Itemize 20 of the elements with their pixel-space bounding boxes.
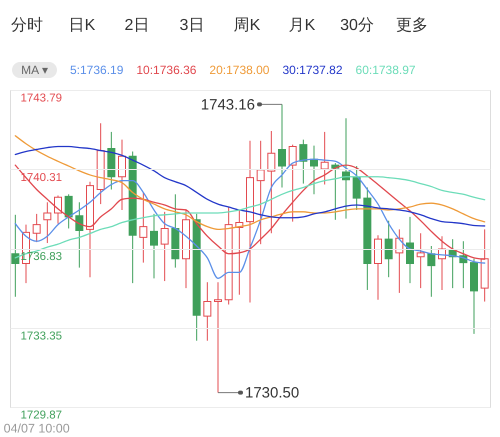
text: 分时 (11, 16, 43, 34)
x-tick-label: 04/07 10:00 (4, 422, 70, 436)
text: 3日 (180, 17, 204, 34)
annotation: 1730.50 (245, 384, 300, 402)
legend-title: MA ▾ (21, 63, 48, 77)
text: 30分 (340, 17, 374, 34)
y-tick-label: 1733.35 (20, 330, 62, 342)
y-tick-label: 1743.79 (20, 92, 62, 104)
y-tick-label: 1729.87 (20, 410, 62, 422)
text: 5:1736.19 (70, 63, 124, 77)
text: 日K (68, 17, 96, 34)
text: 月K (288, 17, 316, 34)
text: 20:1738.00 (209, 63, 270, 77)
text: 60:1738.97 (356, 63, 416, 77)
text: 10:1736.36 (136, 63, 197, 77)
text: 更多 (396, 16, 428, 34)
text: 2日 (124, 17, 150, 34)
text: 周K (234, 17, 261, 34)
text: 30:1737.82 (282, 63, 343, 77)
annotation: 1743.16 (200, 96, 255, 114)
